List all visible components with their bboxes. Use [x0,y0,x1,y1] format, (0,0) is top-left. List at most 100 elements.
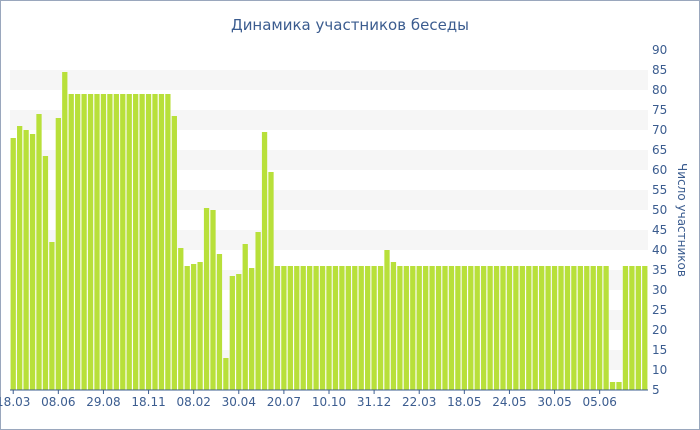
bar [332,266,339,390]
x-tick-label: 08.06 [41,395,75,409]
y-tick-label: 60 [652,163,667,177]
bar [358,266,364,390]
x-tick-label: 31.12 [357,395,391,409]
bar [448,266,455,390]
x-tick-label: 08.02 [176,395,210,409]
bar [255,232,261,390]
bar [62,72,68,390]
y-tick-label: 20 [652,323,667,337]
y-tick-label: 85 [652,63,667,77]
bar [597,266,603,390]
x-tick-label: 24.05 [492,395,526,409]
x-tick-label: 20.07 [267,395,301,409]
bar [75,94,81,390]
bar [603,266,609,390]
bar [133,94,139,390]
bar [319,266,326,390]
bar [403,266,409,390]
x-tick-label: 10.10 [312,395,346,409]
bar [519,266,525,390]
bar [191,264,197,390]
bar [377,266,384,390]
bar [416,266,422,390]
bar [461,266,467,390]
y-tick-label: 10 [652,363,667,377]
bar [622,266,629,390]
bar [326,266,332,390]
bar [571,266,577,390]
bar [203,208,210,390]
y-tick-label: 65 [652,143,667,157]
bar [468,266,474,390]
bar [10,138,16,390]
bar [513,266,519,390]
x-tick-label: 18.03 [0,395,30,409]
bar [145,94,152,390]
bar [152,94,158,390]
bar [171,116,177,390]
bar [236,274,242,390]
y-tick-label: 70 [652,123,667,137]
bar [474,266,480,390]
bar [384,250,390,390]
x-tick-label: 30.04 [222,395,256,409]
y-tick-label: 55 [652,183,667,197]
chart-title: Динамика участников беседы [231,16,469,34]
x-tick-label: 29.08 [86,395,120,409]
y-axis-label: Число участников [675,163,689,277]
y-tick-label: 50 [652,203,667,217]
bar [139,94,145,390]
bar [210,210,216,390]
bar [23,130,29,390]
bar [551,266,558,390]
bar [371,266,377,390]
bar [268,172,274,390]
bar [500,266,506,390]
x-tick-label: 30.05 [537,395,571,409]
bar [429,266,435,390]
bar [87,94,94,390]
bar [113,94,119,390]
bar [249,268,255,390]
grid-band [10,70,648,90]
bar [487,266,493,390]
bar [545,266,551,390]
bar [506,266,513,390]
y-tick-label: 40 [652,243,667,257]
bar [455,266,461,390]
bar [435,266,442,390]
bar [287,266,293,390]
bar [564,266,571,390]
bar [590,266,596,390]
bar [94,94,100,390]
bar [539,266,545,390]
bar [17,126,23,390]
bar [281,266,287,390]
bar [81,94,87,390]
y-tick-label: 80 [652,83,667,97]
x-axis-ticks: 18.03 08.06 29.08 18.11 08.02 30.04 20.07 10.10… [0,390,617,409]
bar [126,94,132,390]
bar [242,244,248,390]
bar [294,266,300,390]
bar [307,266,313,390]
bar [216,254,223,390]
bar [526,266,532,390]
bar [107,94,113,390]
y-tick-label: 15 [652,343,667,357]
bar [120,94,126,390]
y-tick-label: 25 [652,303,667,317]
y-tick-label: 35 [652,263,667,277]
y-tick-label: 45 [652,223,667,237]
bar [352,266,358,390]
bar [158,94,165,390]
bar [55,118,61,390]
bar [584,266,590,390]
bar [49,242,55,390]
bar [609,382,616,390]
y-tick-label: 90 [652,43,667,57]
x-tick-label: 18.11 [131,395,165,409]
bar [313,266,319,390]
x-tick-label: 18.05 [447,395,481,409]
